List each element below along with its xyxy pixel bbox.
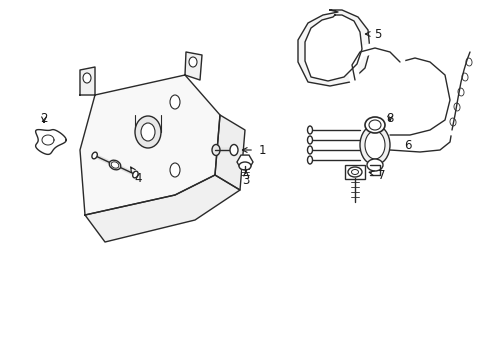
Text: 2: 2	[40, 112, 48, 125]
Ellipse shape	[369, 120, 381, 130]
Text: 1: 1	[243, 144, 266, 157]
Polygon shape	[80, 67, 95, 95]
Ellipse shape	[365, 131, 385, 159]
Ellipse shape	[212, 144, 220, 156]
Polygon shape	[85, 175, 240, 242]
Polygon shape	[185, 52, 202, 80]
Ellipse shape	[111, 162, 119, 168]
Ellipse shape	[308, 146, 313, 154]
Ellipse shape	[170, 163, 180, 177]
Text: 5: 5	[366, 27, 382, 41]
Polygon shape	[215, 115, 245, 190]
Ellipse shape	[308, 126, 313, 134]
Ellipse shape	[170, 95, 180, 109]
Ellipse shape	[230, 144, 238, 156]
Polygon shape	[305, 15, 362, 81]
Ellipse shape	[308, 156, 313, 164]
Text: 8: 8	[386, 112, 393, 125]
Text: 6: 6	[404, 139, 412, 152]
Text: 3: 3	[243, 171, 250, 186]
Ellipse shape	[348, 167, 362, 177]
Text: 7: 7	[369, 168, 386, 181]
Ellipse shape	[360, 125, 390, 165]
Ellipse shape	[308, 136, 313, 144]
Ellipse shape	[189, 57, 197, 67]
Ellipse shape	[109, 160, 121, 170]
Ellipse shape	[141, 123, 155, 141]
Ellipse shape	[83, 73, 91, 83]
Ellipse shape	[239, 162, 251, 170]
Ellipse shape	[351, 170, 359, 175]
Polygon shape	[298, 10, 370, 86]
Ellipse shape	[92, 152, 98, 159]
Ellipse shape	[367, 159, 383, 171]
Polygon shape	[80, 75, 220, 215]
Ellipse shape	[135, 116, 161, 148]
Text: 4: 4	[131, 167, 142, 185]
Ellipse shape	[133, 171, 138, 178]
FancyBboxPatch shape	[345, 165, 365, 179]
Ellipse shape	[365, 117, 385, 133]
